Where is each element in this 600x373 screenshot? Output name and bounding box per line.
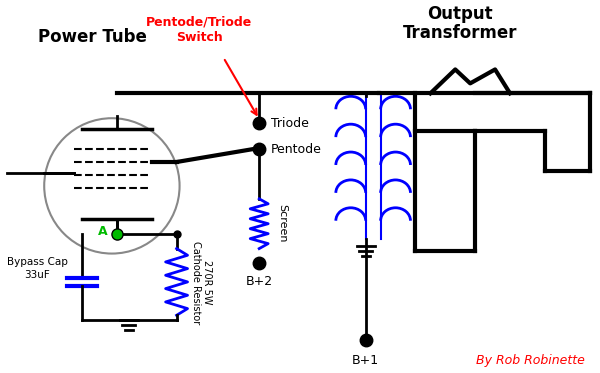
- Text: B+1: B+1: [352, 354, 379, 367]
- Text: Pentode/Triode
Switch: Pentode/Triode Switch: [146, 16, 253, 44]
- Text: Screen: Screen: [277, 204, 287, 243]
- Text: Power Tube: Power Tube: [38, 28, 146, 46]
- Text: Output
Transformer: Output Transformer: [403, 5, 517, 43]
- Text: A: A: [98, 225, 108, 238]
- Text: 270R 5W
Cathode Resistor: 270R 5W Cathode Resistor: [191, 241, 212, 324]
- Text: B+2: B+2: [245, 276, 273, 288]
- Text: Triode: Triode: [271, 117, 309, 130]
- Text: By Rob Robinette: By Rob Robinette: [476, 354, 584, 367]
- Text: Bypass Cap
33uF: Bypass Cap 33uF: [7, 257, 68, 280]
- Text: Pentode: Pentode: [271, 142, 322, 156]
